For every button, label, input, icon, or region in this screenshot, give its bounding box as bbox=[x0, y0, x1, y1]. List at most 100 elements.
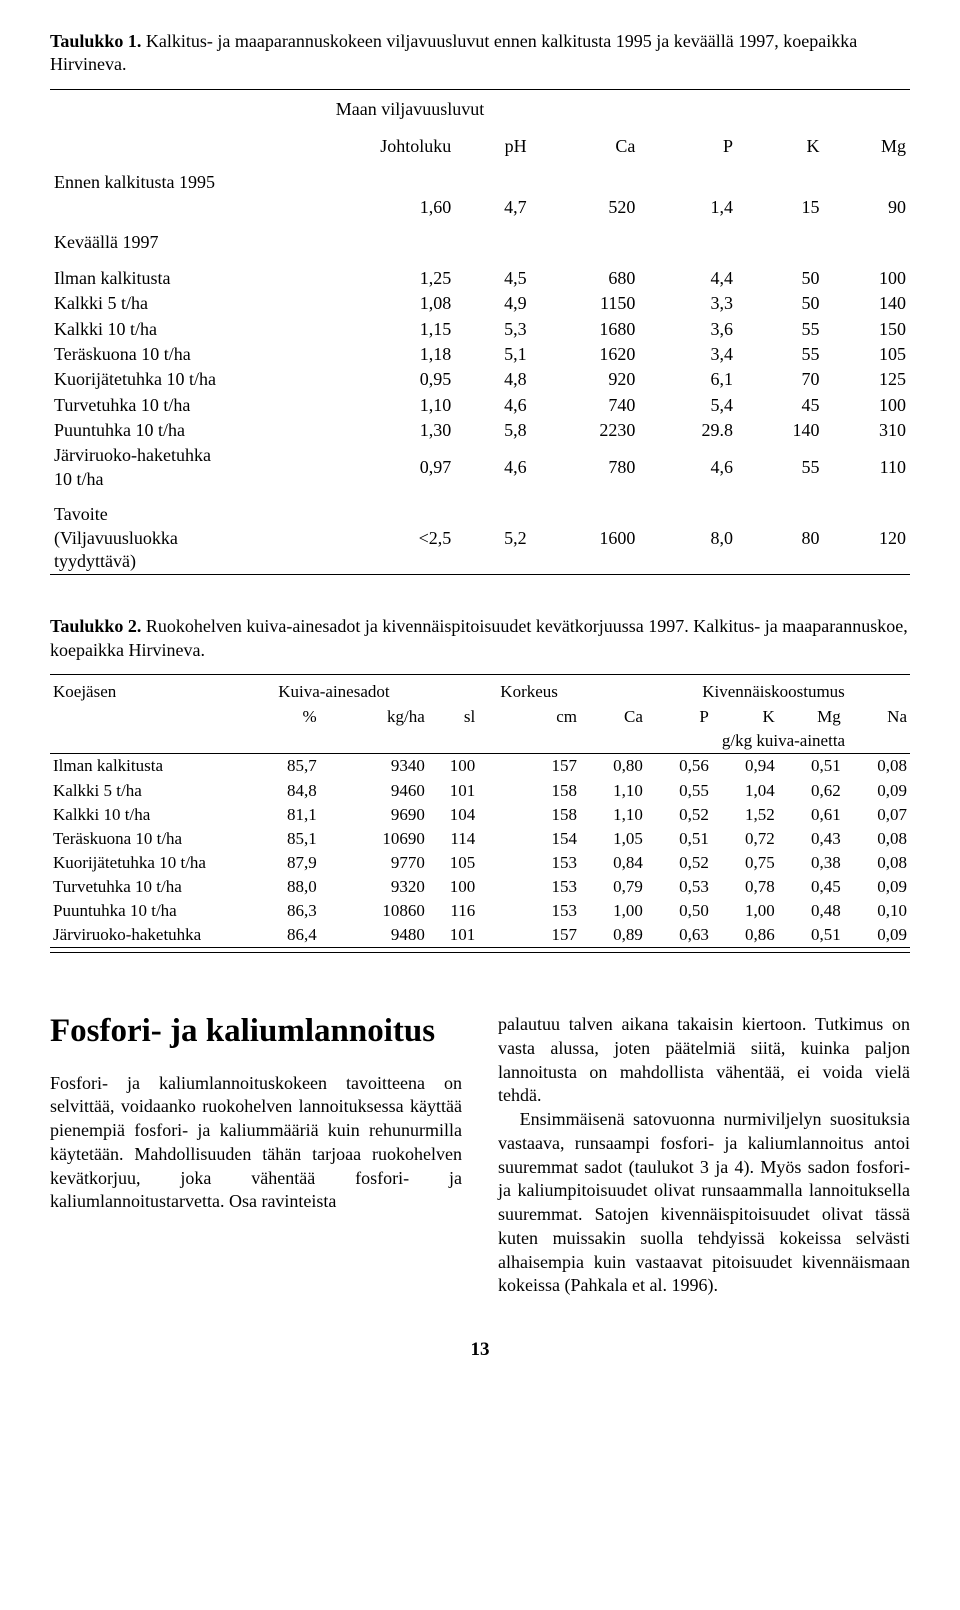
table-row: 1,604,75201,41590 bbox=[50, 195, 910, 220]
table1-caption-label: Taulukko 1. bbox=[50, 31, 141, 51]
table2-header-row-2: % kg/ha sl cm Ca P K Mg Na bbox=[50, 705, 910, 729]
right-para-2: Ensimmäisenä satovuonna nurmiviljelyn su… bbox=[498, 1108, 910, 1298]
col-ca: Ca bbox=[531, 125, 640, 166]
table-cell: 3,3 bbox=[639, 291, 737, 316]
table-cell: Kuorijätetuhka 10 t/ha bbox=[50, 851, 240, 875]
table-row: Turvetuhka 10 t/ha1,104,67405,445100 bbox=[50, 393, 910, 418]
table-cell: 0,72 bbox=[712, 827, 778, 851]
table-cell: 0,08 bbox=[844, 851, 910, 875]
table-cell: 4,5 bbox=[455, 266, 530, 291]
table-cell: <2,5 bbox=[260, 502, 455, 574]
table-cell: 0,61 bbox=[778, 803, 844, 827]
spacer-row bbox=[50, 220, 910, 230]
table-cell: 1,18 bbox=[260, 342, 455, 367]
sh-ca: Ca bbox=[580, 705, 646, 729]
table-cell: 81,1 bbox=[240, 803, 320, 827]
table-row: Järviruoko-haketuhka86,494801011570,890,… bbox=[50, 923, 910, 947]
table-cell bbox=[50, 195, 260, 220]
table-cell: 5,4 bbox=[639, 393, 737, 418]
table1-caption: Taulukko 1. Kalkitus- ja maaparannuskoke… bbox=[50, 30, 910, 77]
table-cell: 0,52 bbox=[646, 803, 712, 827]
table-cell: 4,9 bbox=[455, 291, 530, 316]
table-cell: 9460 bbox=[320, 779, 428, 803]
table-cell: 780 bbox=[531, 443, 640, 492]
table1-group1-title-row: Ennen kalkitusta 1995 bbox=[50, 167, 910, 195]
table-cell: 116 bbox=[428, 899, 478, 923]
table-cell: 90 bbox=[823, 195, 910, 220]
table-row: Puuntuhka 10 t/ha1,305,8223029.8140310 bbox=[50, 418, 910, 443]
col-p: P bbox=[639, 125, 737, 166]
col-k: K bbox=[737, 125, 823, 166]
table-cell: 87,9 bbox=[240, 851, 320, 875]
table-cell: 4,6 bbox=[455, 443, 530, 492]
table-cell: 55 bbox=[737, 443, 823, 492]
table-cell: 55 bbox=[737, 342, 823, 367]
table-cell: 0,50 bbox=[646, 899, 712, 923]
table-cell: 120 bbox=[823, 502, 910, 574]
table-cell: 1620 bbox=[531, 342, 640, 367]
table-cell: 0,75 bbox=[712, 851, 778, 875]
table-cell: 0,79 bbox=[580, 875, 646, 899]
table-cell: 0,89 bbox=[580, 923, 646, 947]
table-cell: 0,07 bbox=[844, 803, 910, 827]
table-cell: 0,51 bbox=[646, 827, 712, 851]
table-cell: 0,55 bbox=[646, 779, 712, 803]
right-column: palautuu talven aikana takaisin kiertoon… bbox=[498, 1013, 910, 1298]
table2-caption-text: Ruokohelven kuiva-ainesadot ja kivennäis… bbox=[50, 616, 908, 659]
table-cell: Teräskuona 10 t/ha bbox=[50, 827, 240, 851]
table-row: Kalkki 5 t/ha1,084,911503,350140 bbox=[50, 291, 910, 316]
table2-caption-label: Taulukko 2. bbox=[50, 616, 141, 636]
table-cell: 8,0 bbox=[639, 502, 737, 574]
table-row: Kuorijätetuhka 10 t/ha0,954,89206,170125 bbox=[50, 367, 910, 392]
table2-rule-mid bbox=[50, 947, 910, 948]
table-cell: 4,4 bbox=[639, 266, 737, 291]
table-cell: 0,63 bbox=[646, 923, 712, 947]
table-cell: 0,56 bbox=[646, 754, 712, 778]
table-cell: Ilman kalkitusta bbox=[50, 266, 260, 291]
table-cell: Kalkki 5 t/ha bbox=[50, 291, 260, 316]
table-cell: 158 bbox=[478, 803, 580, 827]
table-cell: 0,80 bbox=[580, 754, 646, 778]
page-number: 13 bbox=[50, 1338, 910, 1363]
table-cell: 9480 bbox=[320, 923, 428, 947]
table-cell: 4,7 bbox=[455, 195, 530, 220]
table-cell: 1,4 bbox=[639, 195, 737, 220]
table-cell: 0,51 bbox=[778, 923, 844, 947]
h-koejasen: Koejäsen bbox=[50, 675, 240, 705]
table-cell: 153 bbox=[478, 851, 580, 875]
table-cell: 1,60 bbox=[260, 195, 455, 220]
table-cell: 100 bbox=[823, 266, 910, 291]
h-blank1 bbox=[428, 675, 478, 705]
table-cell: 1,52 bbox=[712, 803, 778, 827]
table-cell: 0,09 bbox=[844, 923, 910, 947]
table-cell: 84,8 bbox=[240, 779, 320, 803]
table-cell: 1,10 bbox=[580, 779, 646, 803]
table-cell: 0,08 bbox=[844, 754, 910, 778]
table-row: Teräskuona 10 t/ha85,1106901141541,050,5… bbox=[50, 827, 910, 851]
table-cell: Turvetuhka 10 t/ha bbox=[50, 393, 260, 418]
table-cell: 150 bbox=[823, 317, 910, 342]
table-cell: 0,51 bbox=[778, 754, 844, 778]
table-cell: 1,05 bbox=[580, 827, 646, 851]
table-cell: 153 bbox=[478, 899, 580, 923]
table-cell: 1,08 bbox=[260, 291, 455, 316]
sh-k: K bbox=[712, 705, 778, 729]
left-para: Fosfori- ja kaliumlannoituskokeen tavoit… bbox=[50, 1072, 462, 1215]
table-cell: 105 bbox=[428, 851, 478, 875]
table-cell: 1,04 bbox=[712, 779, 778, 803]
table-cell: Järviruoko-haketuhka10 t/ha bbox=[50, 443, 260, 492]
table2-caption: Taulukko 2. Ruokohelven kuiva-ainesadot … bbox=[50, 615, 910, 662]
table-cell: 29.8 bbox=[639, 418, 737, 443]
body-columns: Fosfori- ja kaliumlannoitus Fosfori- ja … bbox=[50, 1013, 910, 1298]
table-row: Järviruoko-haketuhka10 t/ha0,974,67804,6… bbox=[50, 443, 910, 492]
table-cell: Ilman kalkitusta bbox=[50, 754, 240, 778]
table-cell: 5,8 bbox=[455, 418, 530, 443]
table-cell: 1680 bbox=[531, 317, 640, 342]
table-cell: 3,6 bbox=[639, 317, 737, 342]
table-cell: 70 bbox=[737, 367, 823, 392]
table1-group2-title: Keväällä 1997 bbox=[50, 230, 910, 255]
table-cell: Tavoite(Viljavuusluokka tyydyttävä) bbox=[50, 502, 260, 574]
table-cell: Puuntuhka 10 t/ha bbox=[50, 418, 260, 443]
table-cell: 0,43 bbox=[778, 827, 844, 851]
left-column: Fosfori- ja kaliumlannoitus Fosfori- ja … bbox=[50, 1013, 462, 1298]
